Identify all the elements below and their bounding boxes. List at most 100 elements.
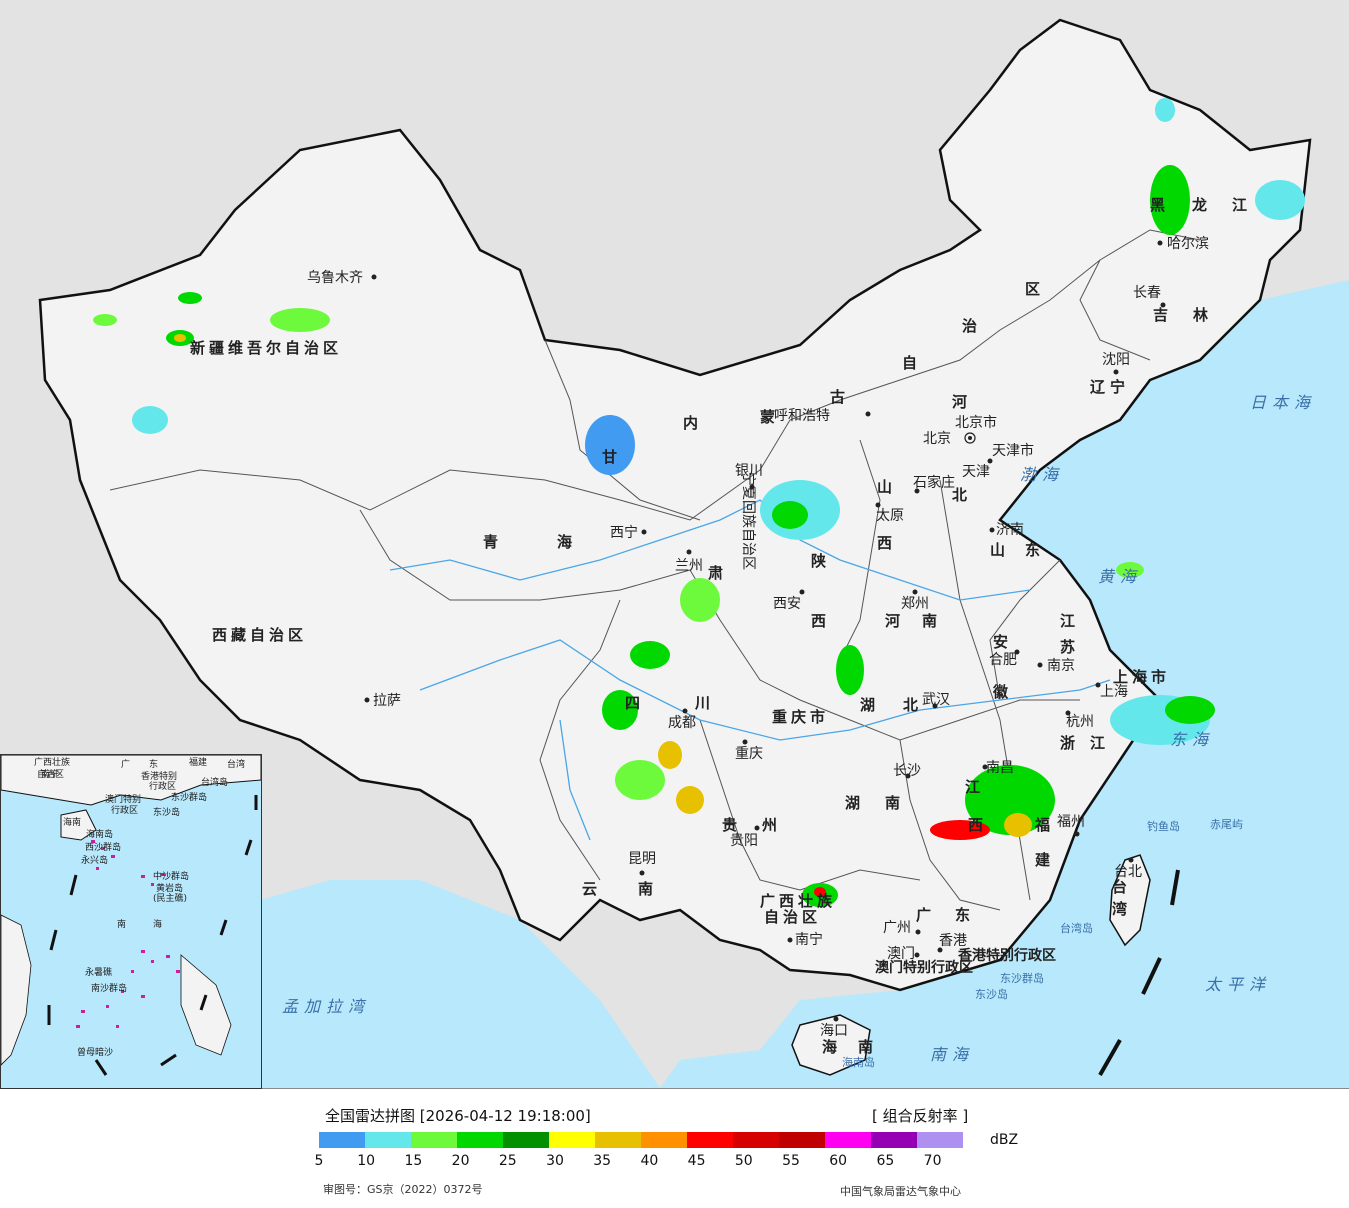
svg-text:行政区: 行政区: [111, 804, 138, 816]
svg-text:龙: 龙: [1191, 196, 1211, 214]
color-swatch-3: [457, 1132, 503, 1148]
scale-tick-label: 10: [357, 1153, 376, 1169]
svg-text:四: 四: [625, 694, 644, 712]
svg-text:南宁: 南宁: [41, 768, 59, 780]
svg-text:沈阳: 沈阳: [1102, 352, 1130, 368]
svg-text:广州: 广州: [883, 920, 911, 936]
svg-text:海口: 海口: [820, 1023, 848, 1039]
svg-text:广西壮族: 广西壮族: [760, 892, 836, 910]
color-scale: [319, 1132, 963, 1148]
svg-text:永暑礁: 永暑礁: [85, 966, 112, 978]
svg-text:新疆维吾尔自治区: 新疆维吾尔自治区: [190, 339, 342, 357]
sea-label-pacific: 太平洋: [1205, 975, 1271, 994]
svg-text:南京: 南京: [1047, 658, 1075, 674]
svg-text:乌鲁木齐: 乌鲁木齐: [307, 270, 363, 286]
rivers: [389, 499, 1111, 841]
island-dongsha: 东沙岛: [975, 987, 1008, 1001]
svg-text:西: 西: [877, 534, 896, 552]
scale-tick-label: 50: [734, 1153, 753, 1169]
sea-label-bengal: 孟加拉湾: [282, 997, 370, 1016]
svg-text:台: 台: [1112, 878, 1131, 896]
svg-text:西宁: 西宁: [610, 524, 638, 541]
svg-text:宁夏回族自治区: 宁夏回族自治区: [740, 472, 757, 570]
svg-text:湖: 湖: [845, 794, 864, 812]
china-map-svg: 日本海 渤海 黄海 东海 南海 太平洋 孟加拉湾 钓鱼岛 赤尾屿 台湾岛 东沙群…: [38, 18, 1349, 1088]
scale-tick-label: 55: [782, 1153, 800, 1169]
sea-label-bohai: 渤海: [1020, 465, 1064, 484]
svg-text:南: 南: [885, 794, 904, 812]
svg-text:陕: 陕: [811, 552, 830, 570]
city-markers: 乌鲁木齐 拉萨 西宁 兰州 银川 呼和浩特 哈尔滨 长春 沈阳 北京 天津 石家…: [307, 236, 1209, 1039]
svg-text:古: 古: [830, 388, 849, 406]
legend-product: [ 组合反射率 ]: [872, 1107, 969, 1125]
svg-text:台北: 台北: [1114, 864, 1142, 880]
sea-label-yellow: 黄海: [1098, 567, 1142, 586]
svg-text:区: 区: [1025, 280, 1044, 298]
svg-text:建: 建: [1035, 851, 1054, 869]
svg-text:香港特别行政区: 香港特别行政区: [957, 947, 1056, 964]
svg-text:辽: 辽: [1090, 378, 1109, 396]
svg-text:蒙: 蒙: [760, 408, 779, 426]
scale-tick-label: 60: [829, 1153, 848, 1169]
island-dongsha-group: 东沙群岛: [1000, 971, 1044, 985]
scale-tick-label: 5: [314, 1153, 324, 1169]
svg-text:澳门特别: 澳门特别: [105, 793, 141, 805]
svg-text:南: 南: [858, 1038, 877, 1056]
svg-text:南: 南: [638, 880, 657, 898]
svg-text:行政区: 行政区: [149, 780, 176, 792]
svg-text:上海: 上海: [1100, 684, 1128, 700]
south-china-sea-inset: 广西壮族 自治区 广 东 福建 台湾 香港特别 行政区 台湾岛 澳门特别 行政区…: [0, 754, 262, 1089]
color-swatch-8: [687, 1132, 733, 1148]
sea-label-japan: 日本海: [1250, 393, 1316, 412]
svg-text:台湾: 台湾: [227, 758, 245, 770]
approval-number: 审图号：GS京（2022）0372号: [323, 1183, 483, 1196]
svg-text:广西壮族: 广西壮族: [34, 756, 70, 768]
svg-text:江: 江: [1232, 196, 1251, 214]
color-swatch-9: [733, 1132, 779, 1148]
scale-tick-label: 65: [876, 1153, 895, 1169]
color-swatch-10: [779, 1132, 825, 1148]
svg-text:江: 江: [965, 778, 984, 796]
color-swatch-6: [595, 1132, 641, 1148]
svg-text:重庆市: 重庆市: [772, 708, 829, 726]
svg-text:成都: 成都: [668, 715, 696, 731]
svg-text:西: 西: [968, 816, 987, 834]
color-swatch-2: [411, 1132, 457, 1148]
svg-text:宁: 宁: [1110, 378, 1129, 396]
svg-text:拉萨: 拉萨: [373, 693, 401, 709]
svg-text:(民主礁): (民主礁): [153, 892, 187, 904]
svg-text:东: 东: [149, 758, 158, 770]
svg-text:苏: 苏: [1060, 638, 1079, 656]
svg-text:哈尔滨: 哈尔滨: [1167, 236, 1209, 252]
svg-text:州: 州: [761, 816, 781, 834]
svg-text:香港特别: 香港特别: [141, 770, 177, 782]
svg-text:台湾岛: 台湾岛: [201, 776, 228, 788]
sea-label-east: 东海: [1170, 730, 1214, 749]
svg-text:治: 治: [962, 317, 981, 335]
china-outline: [38, 18, 1312, 992]
svg-text:甘: 甘: [602, 448, 621, 466]
legend-panel: 全国雷达拼图 [2026-04-12 19:18:00] [ 组合反射率 ] d…: [0, 1089, 1349, 1208]
scale-tick-label: 40: [640, 1153, 659, 1169]
svg-text:天津: 天津: [962, 464, 990, 480]
legend-title: 全国雷达拼图 [2026-04-12 19:18:00]: [325, 1107, 591, 1125]
svg-text:自治区: 自治区: [764, 908, 821, 926]
svg-text:江: 江: [1090, 734, 1109, 752]
svg-text:贵阳: 贵阳: [730, 833, 758, 849]
svg-text:安: 安: [993, 633, 1012, 651]
svg-text:林: 林: [1193, 306, 1212, 324]
svg-text:福: 福: [1034, 816, 1054, 834]
svg-text:武汉: 武汉: [922, 692, 950, 708]
svg-text:昆明: 昆明: [628, 851, 656, 867]
svg-text:黑: 黑: [1150, 196, 1169, 214]
svg-text:西藏自治区: 西藏自治区: [212, 626, 307, 644]
svg-text:西: 西: [811, 612, 830, 630]
color-swatch-7: [641, 1132, 687, 1148]
svg-text:东: 东: [955, 906, 974, 924]
svg-text:海南: 海南: [63, 816, 81, 828]
svg-text:南: 南: [922, 612, 941, 630]
svg-text:吉: 吉: [1153, 306, 1172, 324]
svg-text:曾母暗沙: 曾母暗沙: [77, 1046, 113, 1058]
radar-map: 日本海 渤海 黄海 东海 南海 太平洋 孟加拉湾 钓鱼岛 赤尾屿 台湾岛 东沙群…: [0, 0, 1349, 1089]
svg-text:天津市: 天津市: [992, 442, 1034, 459]
